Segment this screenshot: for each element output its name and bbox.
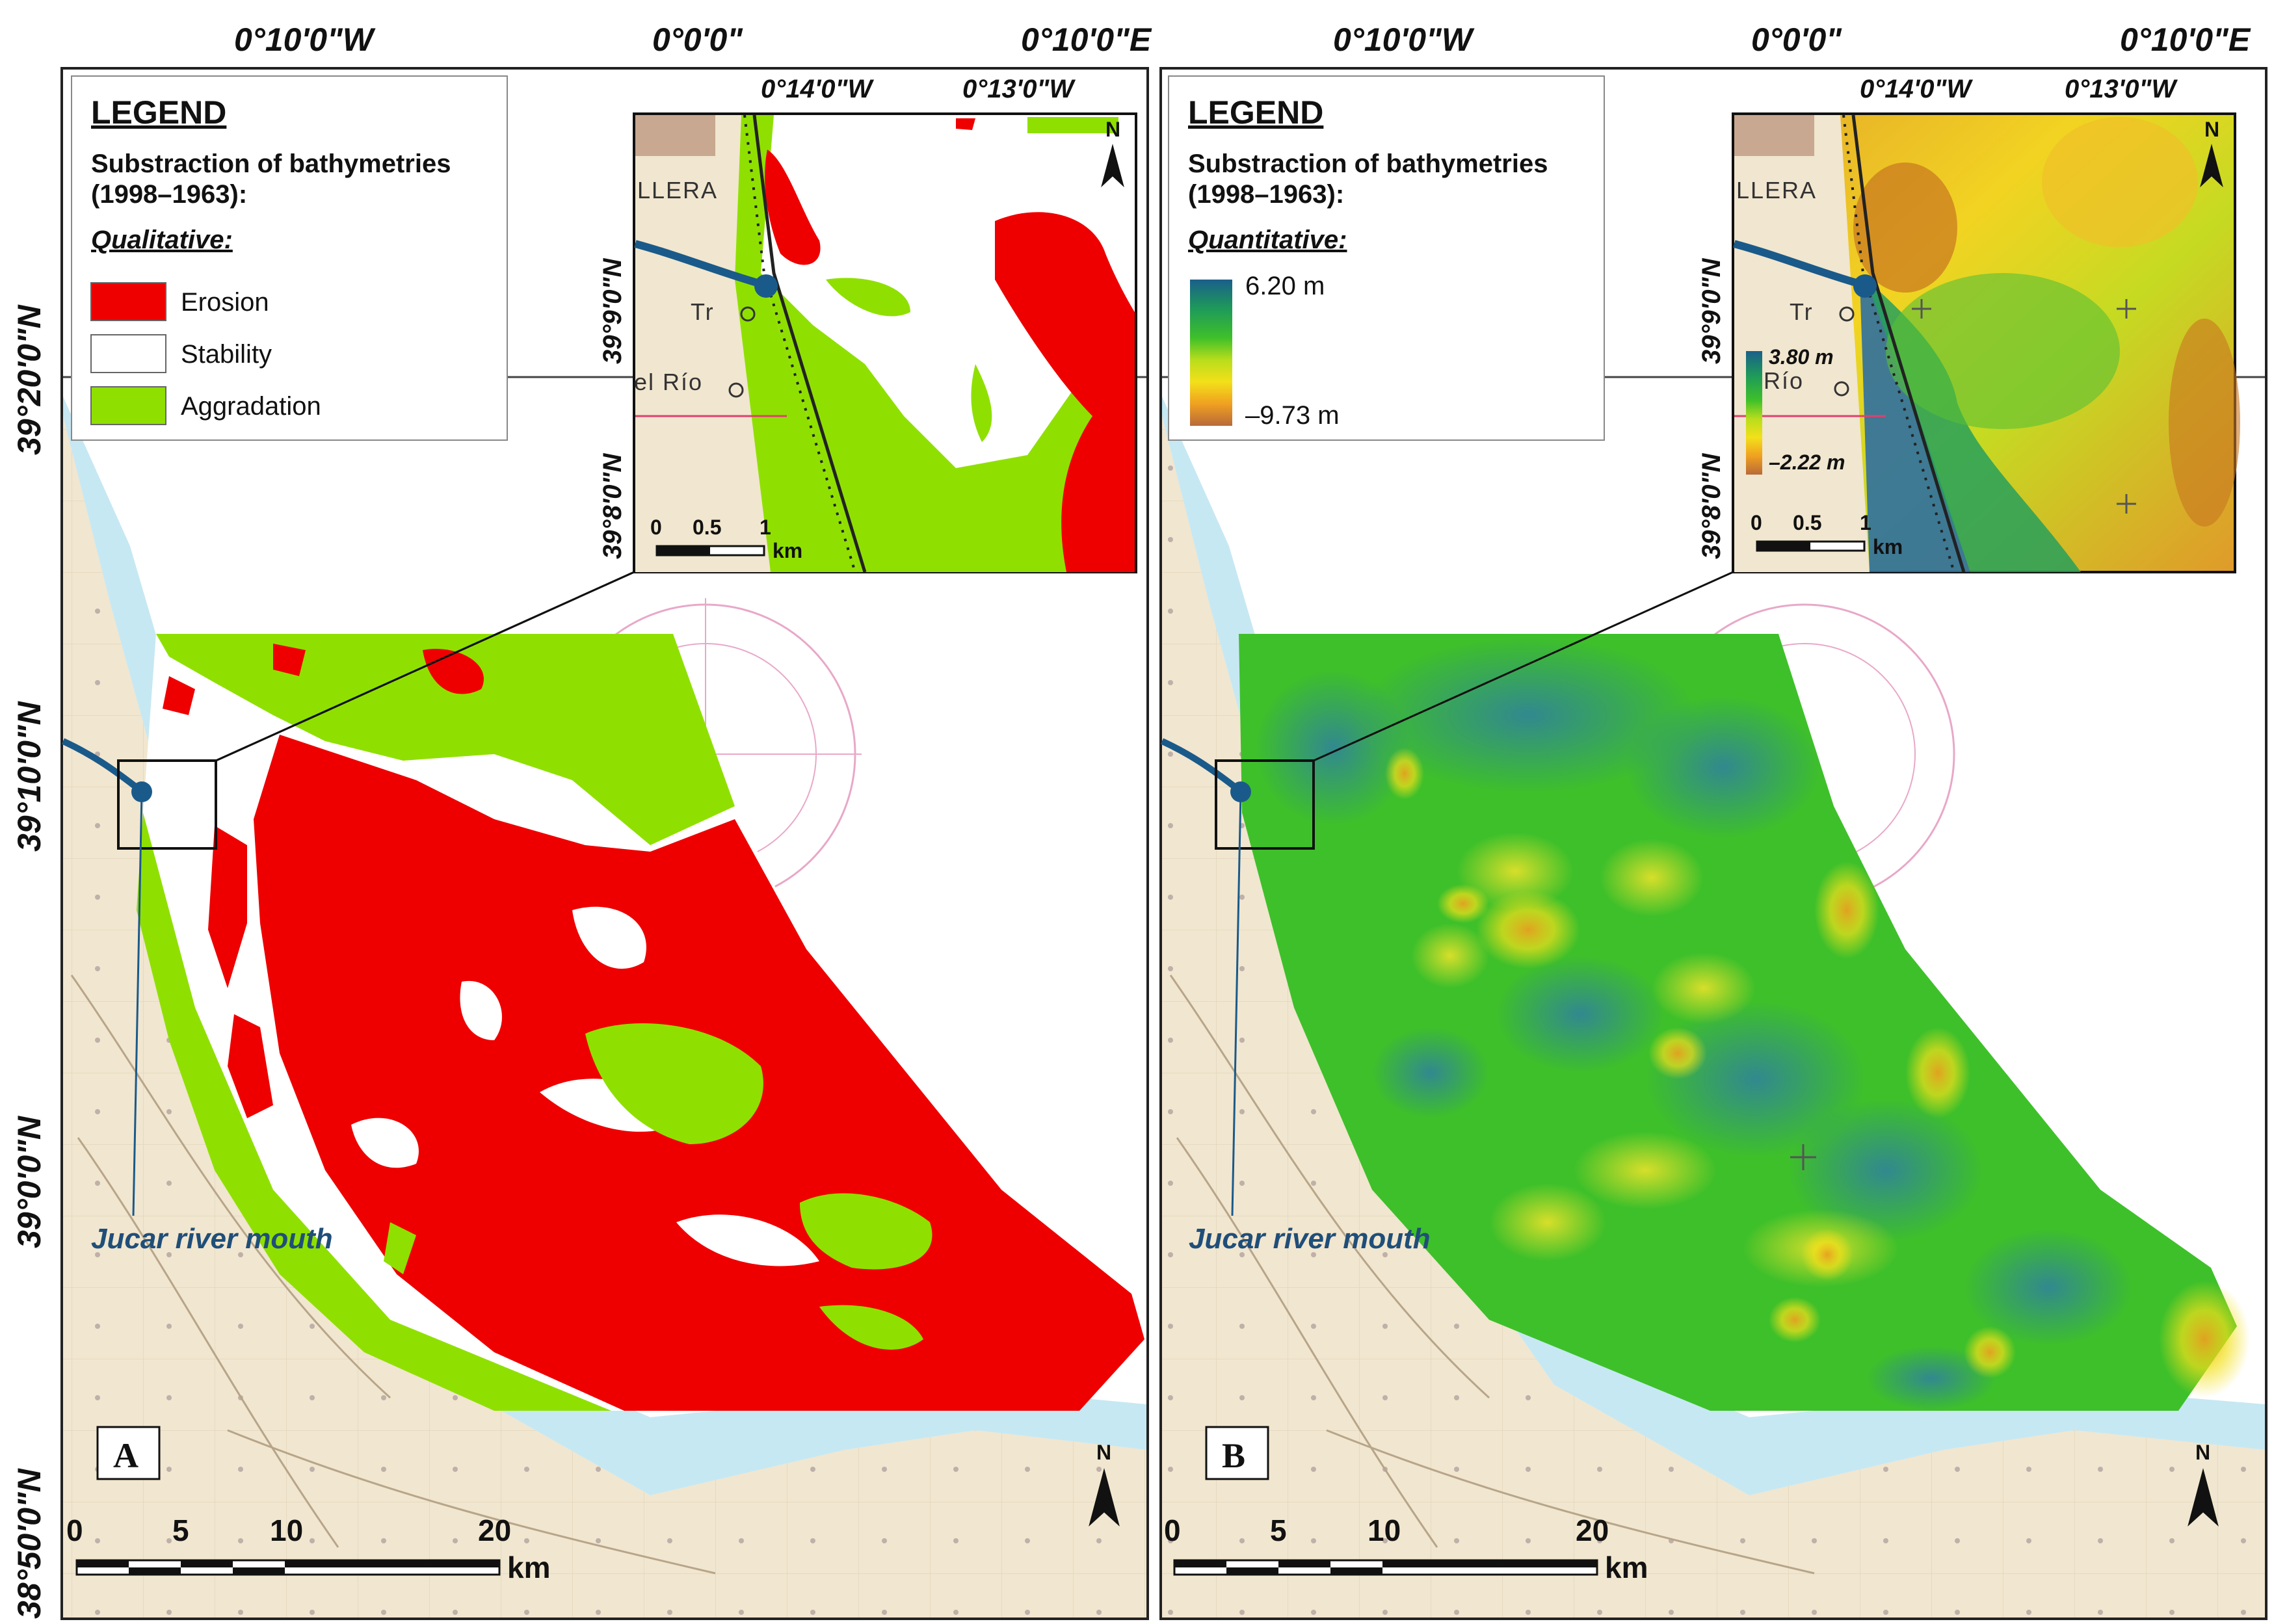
aggradation-island-1 [585, 1023, 763, 1144]
top-axis: 0°10'0"W 0°0'0" 0°10'0"E 0°10'0"W 0°0'0"… [234, 21, 2251, 58]
inset-b-scale-1: 1 [1860, 511, 1871, 534]
inset-a-scale-0: 0 [650, 516, 662, 539]
top-tick-b-2: 0°0'0" [1751, 21, 1842, 58]
aggradation-north [156, 634, 735, 845]
panel-label-a: A [113, 1436, 139, 1475]
inset-a-erosion-2 [995, 212, 1135, 573]
inset-b-scale-0: 0 [1751, 511, 1762, 534]
legend-item-stability: Stability [181, 340, 272, 369]
legend-b-subtitle-2: (1998–1963): [1188, 180, 1344, 209]
inset-b-colorbar-min: –2.22 m [1769, 451, 1845, 474]
left-tick-1: 39°20'0"N [11, 304, 47, 455]
legend-a-title: LEGEND [91, 94, 226, 131]
aggradation-coastal [137, 813, 611, 1411]
inset-b-place-2: Tr [1790, 298, 1814, 325]
river-a [61, 738, 142, 792]
inset-a-aggradation [761, 273, 1135, 572]
annotation-b: Jucar river mouth [1189, 1223, 1431, 1255]
inset-a-top-tick-2: 0°13'0"W [962, 75, 1076, 103]
scale-b-0: 0 [1164, 1513, 1181, 1547]
top-tick-a-1: 0°10'0"W [234, 21, 376, 58]
inset-b-left-tick-1: 39°9'0"N [1697, 258, 1726, 364]
inset-a-erosion-1 [765, 150, 821, 265]
annotation-a: Jucar river mouth [91, 1223, 333, 1255]
legend-swatch-stability [90, 334, 166, 373]
left-tick-3: 39°0'0"N [11, 1116, 47, 1248]
legend-b-min: –9.73 m [1245, 401, 1340, 430]
panel-a: Jucar river mouth LEGEND Substraction of… [60, 67, 1149, 1620]
inset-a-left-tick-1: 39°9'0"N [598, 258, 627, 364]
top-tick-a-2: 0°0'0" [652, 21, 743, 58]
panel-label-b: B [1222, 1436, 1245, 1475]
inset-a-place-2: Tr [691, 298, 715, 325]
scale-a-20: 20 [478, 1513, 511, 1547]
legend-b-subtitle-1: Substraction of bathymetries [1188, 150, 1548, 178]
inset-b-scale-05: 0.5 [1793, 511, 1821, 534]
top-tick-b-1: 0°10'0"W [1333, 21, 1475, 58]
scale-b-unit: km [1605, 1551, 1648, 1584]
top-tick-b-3: 0°10'0"E [2120, 21, 2251, 58]
scale-b-20: 20 [1576, 1513, 1609, 1547]
top-tick-a-3: 0°10'0"E [1021, 21, 1152, 58]
legend-a: LEGEND Substraction of bathymetries (199… [71, 75, 508, 441]
legend-b-max: 6.20 m [1245, 272, 1325, 300]
legend-b-colorbar [1190, 280, 1232, 426]
legend-b: LEGEND Substraction of bathymetries (199… [1168, 75, 1605, 441]
inset-b-colorbar [1746, 351, 1762, 475]
left-tick-2: 39°10'0"N [11, 701, 47, 852]
north-arrow-b-icon [2188, 1468, 2219, 1527]
legend-item-erosion: Erosion [181, 288, 269, 317]
legend-b-section: Quantitative: [1188, 226, 1347, 254]
legend-a-subtitle-2: (1998–1963): [91, 180, 247, 209]
legend-swatch-erosion [90, 282, 166, 321]
scale-a-unit: km [507, 1551, 550, 1584]
north-arrow-a-icon [1089, 1468, 1120, 1527]
scale-b-10: 10 [1368, 1513, 1401, 1547]
left-tick-4: 38°50'0"N [11, 1468, 47, 1619]
legend-a-subtitle-1: Substraction of bathymetries [91, 150, 451, 178]
inset-a-top-tick-1: 0°14'0"W [761, 75, 874, 103]
inset-a-north-arrow-icon [1101, 144, 1124, 188]
inset-b-top-tick-2: 0°13'0"W [2065, 75, 2178, 103]
inset-a: LLERA Tr el Río 0°14'0"W 0°13'0"W 39°9'0… [598, 75, 1137, 573]
scale-a-0: 0 [66, 1513, 83, 1547]
inset-b-scale-unit: km [1873, 535, 1903, 558]
river-b [1160, 738, 1241, 792]
inset-a-place-3: el Río [634, 369, 703, 395]
inset-b-place-3: Río [1764, 367, 1804, 394]
inset-locator-a [117, 759, 217, 850]
inset-a-left-tick-2: 39°8'0"N [598, 453, 627, 559]
inset-a-place-1: LLERA [637, 177, 718, 203]
inset-b-north: N [2204, 118, 2219, 141]
scale-a-10: 10 [270, 1513, 303, 1547]
legend-b-title: LEGEND [1188, 94, 1323, 131]
north-b: N [2195, 1441, 2210, 1464]
scale-b-5: 5 [1270, 1513, 1287, 1547]
legend-a-section: Qualitative: [91, 226, 233, 254]
inset-b: LLERA Tr Río 3.80 m –2.22 m 0°14'0"W 0°1… [1697, 75, 2240, 573]
scale-a-5: 5 [172, 1513, 189, 1547]
inset-b-colorbar-max: 3.80 m [1769, 345, 1834, 369]
legend-swatch-aggradation [90, 386, 166, 425]
inset-b-left-tick-2: 39°8'0"N [1697, 453, 1726, 559]
panel-b: Jucar river mouth LEGEND Substraction of… [1159, 67, 2267, 1620]
inset-b-north-arrow-icon [2200, 144, 2223, 188]
left-axis: 39°20'0"N 39°10'0"N 39°0'0"N 38°50'0"N [11, 304, 47, 1619]
inset-b-place-1: LLERA [1736, 177, 1817, 203]
inset-a-scale-1: 1 [760, 516, 771, 539]
inset-b-top-tick-1: 0°14'0"W [1860, 75, 1973, 103]
inset-a-north: N [1105, 118, 1120, 141]
inset-a-scale-05: 0.5 [693, 516, 721, 539]
inset-locator-b [1215, 759, 1315, 850]
legend-item-aggradation: Aggradation [181, 392, 321, 421]
north-a: N [1096, 1441, 1111, 1464]
inset-a-scale-unit: km [773, 539, 802, 562]
